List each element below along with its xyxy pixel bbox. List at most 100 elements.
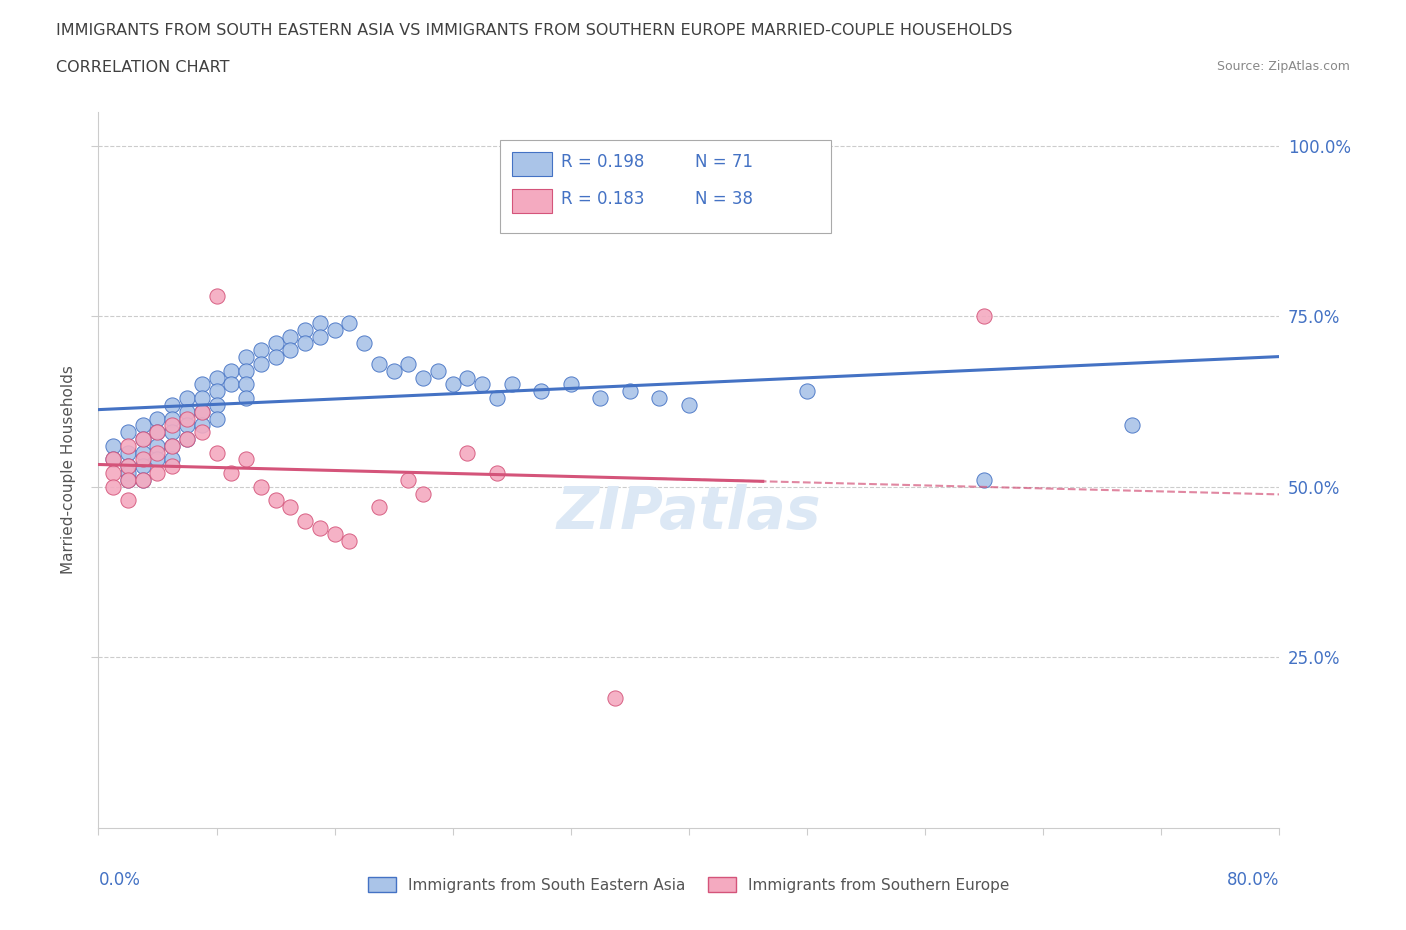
Point (221, 377, 243, 392)
Point (605, 691, 627, 706)
Point (648, 391, 671, 405)
Point (441, 377, 464, 392)
Point (117, 458, 139, 473)
Point (162, 458, 183, 473)
Point (457, 445, 479, 460)
Point (309, 315, 332, 330)
Point (309, 520, 332, 535)
Point (176, 432, 198, 446)
Point (191, 418, 214, 432)
Point (205, 370, 228, 385)
Point (132, 432, 155, 446)
Point (146, 452, 169, 467)
Point (221, 364, 243, 379)
Point (339, 534, 361, 549)
Point (412, 486, 434, 501)
Point (162, 452, 183, 467)
Point (162, 397, 183, 412)
Point (235, 377, 257, 392)
Y-axis label: Married-couple Households: Married-couple Households (60, 365, 76, 574)
Point (117, 438, 139, 453)
Text: Source: ZipAtlas.com: Source: ZipAtlas.com (1216, 60, 1350, 73)
Point (117, 493, 139, 508)
Point (146, 466, 169, 481)
Point (103, 479, 125, 494)
Point (117, 425, 139, 440)
Point (294, 336, 316, 351)
Text: CORRELATION CHART: CORRELATION CHART (56, 60, 229, 75)
Point (176, 391, 198, 405)
Point (486, 466, 509, 481)
Point (486, 391, 509, 405)
Point (132, 472, 155, 487)
Point (191, 405, 214, 419)
Text: ZIPatlas: ZIPatlas (557, 485, 821, 541)
Point (146, 445, 169, 460)
Point (382, 364, 405, 379)
Point (353, 336, 375, 351)
Point (339, 315, 361, 330)
Point (103, 452, 125, 467)
Point (235, 364, 257, 379)
Text: 0.0%: 0.0% (98, 870, 141, 889)
Point (176, 432, 198, 446)
Point (132, 452, 155, 467)
Point (191, 405, 214, 419)
Point (191, 425, 214, 440)
Point (235, 350, 257, 365)
Point (117, 458, 139, 473)
Point (323, 323, 346, 338)
Point (294, 513, 316, 528)
FancyBboxPatch shape (512, 152, 553, 176)
Point (796, 384, 818, 399)
Point (162, 438, 183, 453)
Point (146, 411, 169, 426)
Point (471, 377, 494, 392)
FancyBboxPatch shape (501, 140, 831, 233)
Point (501, 377, 523, 392)
Point (250, 343, 273, 358)
Point (368, 356, 391, 371)
Point (176, 411, 198, 426)
Point (205, 397, 228, 412)
Point (132, 418, 155, 432)
Point (294, 323, 316, 338)
Point (280, 343, 302, 358)
Point (117, 445, 139, 460)
Point (132, 445, 155, 460)
Point (427, 364, 450, 379)
Point (264, 493, 287, 508)
Text: R = 0.183: R = 0.183 (561, 190, 645, 208)
Point (117, 466, 139, 481)
Point (398, 472, 420, 487)
Point (117, 472, 139, 487)
Point (250, 479, 273, 494)
Point (117, 472, 139, 487)
Point (264, 336, 287, 351)
Point (132, 458, 155, 473)
Point (205, 288, 228, 303)
Point (162, 438, 183, 453)
Text: 80.0%: 80.0% (1227, 870, 1279, 889)
Text: R = 0.198: R = 0.198 (561, 153, 645, 171)
Point (678, 397, 700, 412)
Text: N = 71: N = 71 (695, 153, 752, 171)
Point (530, 384, 553, 399)
Point (235, 391, 257, 405)
Point (368, 499, 391, 514)
Point (221, 466, 243, 481)
Point (973, 472, 995, 487)
Point (191, 391, 214, 405)
Point (176, 405, 198, 419)
Point (205, 445, 228, 460)
Point (132, 472, 155, 487)
Point (619, 384, 641, 399)
Text: IMMIGRANTS FROM SOUTH EASTERN ASIA VS IMMIGRANTS FROM SOUTHERN EUROPE MARRIED-CO: IMMIGRANTS FROM SOUTH EASTERN ASIA VS IM… (56, 23, 1012, 38)
Legend: Immigrants from South Eastern Asia, Immigrants from Southern Europe: Immigrants from South Eastern Asia, Immi… (363, 870, 1015, 898)
Point (1121, 418, 1143, 432)
Point (103, 438, 125, 453)
Point (103, 452, 125, 467)
Point (323, 527, 346, 542)
Point (162, 411, 183, 426)
Point (235, 452, 257, 467)
